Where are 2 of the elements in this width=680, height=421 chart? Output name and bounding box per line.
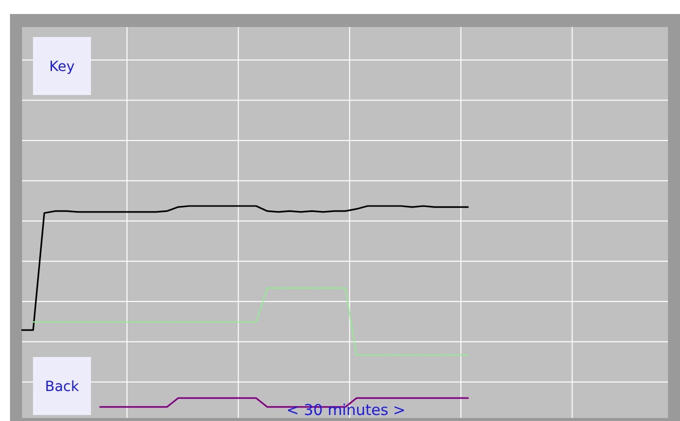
annotation: Back [45, 379, 80, 395]
text: Key [49, 59, 75, 75]
